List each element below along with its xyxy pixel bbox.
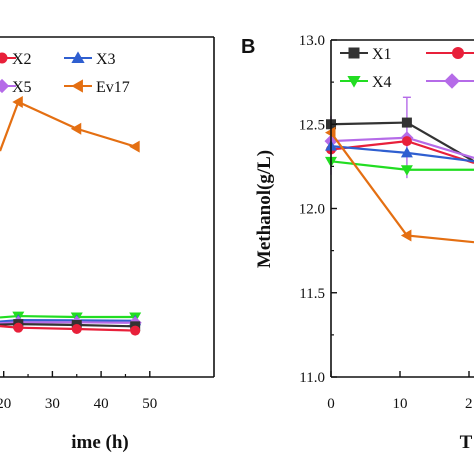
panel-b: B Methanol(g/L) 11.0 11.5 12.0 12.5 13.0 0 10… — [241, 33, 474, 453]
panel-b-legend-marker-x1 — [348, 47, 360, 59]
panel-a-plot-area — [0, 96, 142, 336]
panel-a-legend-label-x3: X3 — [96, 51, 116, 68]
panel-b-label: B — [241, 36, 255, 58]
panel-a-legend-marker-x3 — [71, 51, 85, 63]
panel-b-y-ticks: 11.0 11.5 12.0 12.5 13.0 — [299, 33, 337, 386]
panel-a-series-line-x2 — [0, 325, 136, 332]
panel-b-y-axis-title: Methanol(g/L) — [254, 150, 275, 268]
panel-a-x-tick-label: 50 — [142, 396, 157, 412]
panel-b-plot-area — [324, 96, 474, 244]
panel-a-axes — [0, 36, 215, 378]
panel-b-legend-marker-x2 — [452, 47, 464, 59]
panel-a-legend-label-x2: X2 — [12, 51, 32, 68]
panel-b-y-tick-label: 11.0 — [299, 370, 325, 386]
panel-b-point-x1 — [401, 117, 412, 128]
panel-a-point-x2 — [13, 322, 24, 333]
panel-b-x-tick-label: 0 — [327, 396, 335, 412]
panel-b-legend-marker-x5 — [444, 73, 460, 89]
panel-a-legend-marker-ev17 — [71, 79, 83, 93]
panel-a-legend: X2 X3 X5 Ev17 — [0, 51, 130, 96]
panel-a-point-x2 — [130, 325, 141, 336]
panel-b-legend-label-x4: X4 — [372, 74, 392, 91]
panel-a-point-ev17 — [12, 96, 23, 108]
panel-a-legend-marker-x5 — [0, 78, 10, 94]
panel-b-x-tick-label: 10 — [393, 396, 408, 412]
panel-b-y-tick-label: 12.5 — [299, 117, 325, 133]
panel-a-series-line-x3 — [0, 318, 136, 323]
panel-b-axes — [330, 39, 474, 378]
panel-b-x-ticks: 0 10 2 — [327, 371, 473, 412]
panel-b-y-tick-label: 11.5 — [299, 286, 325, 302]
panel-b-point-x2 — [401, 136, 412, 147]
panel-a-series-line-x1 — [0, 323, 136, 328]
panel-a-series-line-x4 — [0, 314, 136, 319]
panel-a-legend-marker-x2 — [0, 52, 8, 64]
panel-b-y-tick-label: 12.0 — [299, 202, 325, 218]
panel-a-point-x2 — [71, 324, 82, 335]
panel-b-point-ev17 — [400, 229, 412, 242]
panel-a-point-ev17 — [129, 140, 140, 153]
panel-a-legend-label-ev17: Ev17 — [96, 79, 130, 96]
panel-b-x-tick-label: 2 — [465, 396, 473, 412]
panel-b-point-x3 — [400, 146, 413, 158]
panel-b-legend: X1 X4 — [340, 46, 474, 91]
panel-a-x-tick-label: 20 — [0, 396, 11, 412]
panel-a-point-ev17 — [70, 122, 82, 135]
panel-a-x-tick-label: 30 — [45, 396, 60, 412]
panel-a-legend-label-x5: X5 — [12, 79, 32, 96]
panel-a-x-ticks: 20 30 40 50 — [0, 371, 157, 412]
panel-b-point-x4 — [400, 165, 413, 176]
panel-a-series-line-ev17 — [0, 100, 136, 152]
panel-b-legend-marker-x4 — [347, 76, 361, 88]
panel-a-x-tick-label: 40 — [94, 396, 109, 412]
panel-a-x-axis-title: ime (h) — [71, 432, 129, 453]
panel-a-series-line-x5 — [0, 321, 136, 325]
panel-a: 20 30 40 50 ime (h) X2 X3 X5 Ev17 — [0, 36, 215, 453]
panel-b-x-axis-title: T — [460, 432, 473, 453]
panel-b-y-tick-label: 13.0 — [299, 33, 325, 49]
panel-b-legend-label-x1: X1 — [372, 46, 392, 63]
